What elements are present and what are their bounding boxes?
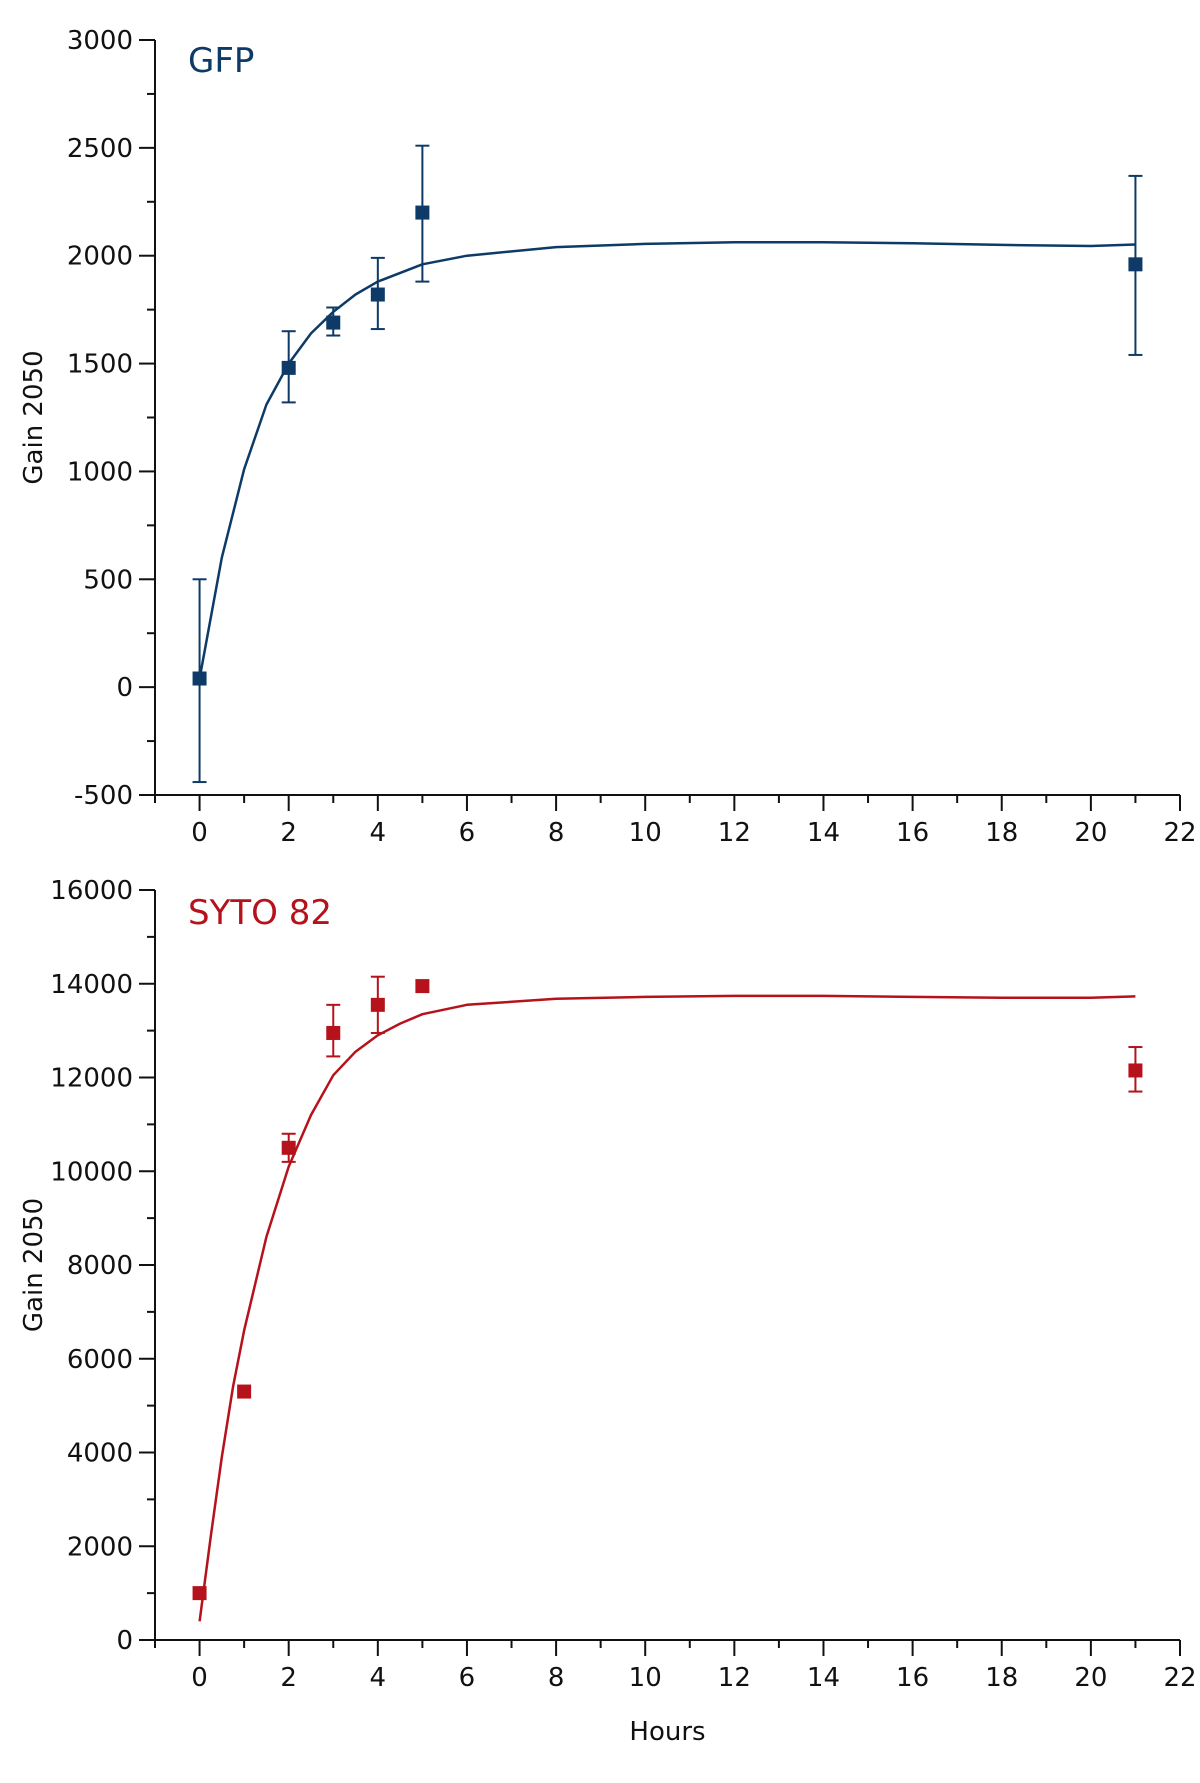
data-point xyxy=(281,1140,296,1155)
x-tick-label: 4 xyxy=(370,1663,387,1693)
y-tick-label: 2000 xyxy=(67,1532,133,1562)
x-tick-label: 6 xyxy=(459,1663,476,1693)
x-tick-label: 10 xyxy=(629,1663,662,1693)
x-tick-label: 18 xyxy=(985,1663,1018,1693)
y-tick-label: 8000 xyxy=(67,1251,133,1281)
chart-panel-2: 0 2000 4000 6000 8000 10000 12000 14000 16000 0 2 4… xyxy=(19,876,1197,1747)
data-point xyxy=(370,287,385,302)
fit-curve xyxy=(198,994,1136,1622)
x-tick-label: 12 xyxy=(718,1663,751,1693)
data-point xyxy=(326,315,341,330)
x-tick-label: 4 xyxy=(370,818,387,848)
y-tick-label: -500 xyxy=(74,781,133,811)
x-tick-label: 0 xyxy=(191,1663,208,1693)
y-axis-label: Gain 2050 xyxy=(19,350,49,484)
data-point xyxy=(1128,257,1143,272)
x-tick-label: 8 xyxy=(548,1663,565,1693)
x-tick-label: 2 xyxy=(280,1663,297,1693)
data-point xyxy=(326,1025,341,1040)
y-tick-label: 2500 xyxy=(67,134,133,164)
data-point xyxy=(237,1384,252,1399)
x-tick-label: 16 xyxy=(896,818,929,848)
x-tick-label: 12 xyxy=(718,818,751,848)
y-tick-label: 0 xyxy=(116,1626,133,1656)
x-tick-label: 20 xyxy=(1074,1663,1107,1693)
data-point xyxy=(415,979,430,994)
y-tick-label: 3000 xyxy=(67,26,133,56)
x-tick-label: 16 xyxy=(896,1663,929,1693)
x-tick-label: 10 xyxy=(629,818,662,848)
x-tick-label: 8 xyxy=(548,818,565,848)
x-axis-label: Hours xyxy=(629,1717,705,1747)
data-point xyxy=(370,997,385,1012)
panel-title: SYTO 82 xyxy=(188,893,332,933)
panel-title: GFP xyxy=(188,41,254,81)
data-point xyxy=(415,205,430,220)
y-tick-label: 14000 xyxy=(50,970,133,1000)
y-tick-label: 4000 xyxy=(67,1439,133,1469)
x-tick-label: 2 xyxy=(280,818,297,848)
y-tick-label: 2000 xyxy=(67,242,133,272)
x-tick-label: 22 xyxy=(1163,1663,1196,1693)
x-tick-label: 18 xyxy=(985,818,1018,848)
y-tick-label: 10000 xyxy=(50,1157,133,1187)
chart-panel-1: -500 0 500 1000 1500 2000 2500 3000 0 2 4 6 8 10 12 14 1… xyxy=(19,26,1197,848)
y-tick-label: 1500 xyxy=(67,350,133,380)
y-tick-label: 12000 xyxy=(50,1064,133,1094)
y-tick-label: 16000 xyxy=(50,876,133,906)
y-tick-label: 6000 xyxy=(67,1345,133,1375)
y-axis-label: Gain 2050 xyxy=(19,1198,49,1332)
x-tick-label: 20 xyxy=(1074,818,1107,848)
x-tick-label: 14 xyxy=(807,1663,840,1693)
y-tick-label: 500 xyxy=(83,565,133,595)
y-tick-label: 0 xyxy=(116,673,133,703)
y-tick-label: 1000 xyxy=(67,457,133,487)
data-point xyxy=(192,671,207,686)
x-tick-label: 0 xyxy=(191,818,208,848)
x-tick-label: 14 xyxy=(807,818,840,848)
data-point xyxy=(192,1586,207,1601)
x-tick-label: 22 xyxy=(1163,818,1196,848)
data-point xyxy=(1128,1063,1143,1078)
data-point xyxy=(281,360,296,375)
x-tick-label: 6 xyxy=(459,818,476,848)
